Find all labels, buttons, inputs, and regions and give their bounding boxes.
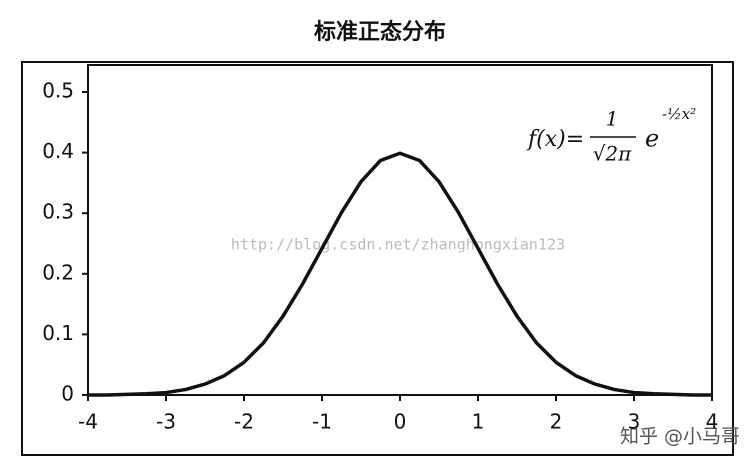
formula: f(x)= 1 √2π e -½x² xyxy=(526,105,696,166)
x-tick-label: -2 xyxy=(234,410,254,434)
x-tick-label: 4 xyxy=(706,410,719,434)
y-tick-label: 0.2 xyxy=(42,260,74,284)
curve xyxy=(88,151,712,397)
x-tick-label: 0 xyxy=(394,410,407,434)
formula-exponent: -½x² xyxy=(662,105,696,123)
chart-title: 标准正态分布 xyxy=(314,19,446,45)
x-tick-label: -4 xyxy=(78,410,98,434)
x-tick-label: 1 xyxy=(472,410,485,434)
outer-frame xyxy=(21,61,734,456)
formula-numerator: 1 xyxy=(606,107,619,131)
x-tick-label: -1 xyxy=(312,410,332,434)
x-tick-label: 3 xyxy=(628,410,641,434)
y-tick-label: 0.5 xyxy=(42,79,74,103)
watermark: http://blog.csdn.net/zhanghongxian123 xyxy=(231,236,565,254)
formula-denominator: √2π xyxy=(593,142,632,166)
plot-frame xyxy=(87,64,713,396)
credit: 知乎 @小马哥 xyxy=(620,426,740,448)
formula-base: e xyxy=(645,125,659,153)
y-tick-label: 0.4 xyxy=(42,139,74,163)
y-tick-label: 0.3 xyxy=(42,200,74,224)
y-tick-label: 0.1 xyxy=(42,321,74,345)
x-tick-label: 2 xyxy=(550,410,563,434)
y-tick-label: 0 xyxy=(61,382,74,406)
x-tick-label: -3 xyxy=(156,410,176,434)
formula-lhs: f(x)= xyxy=(526,127,584,152)
